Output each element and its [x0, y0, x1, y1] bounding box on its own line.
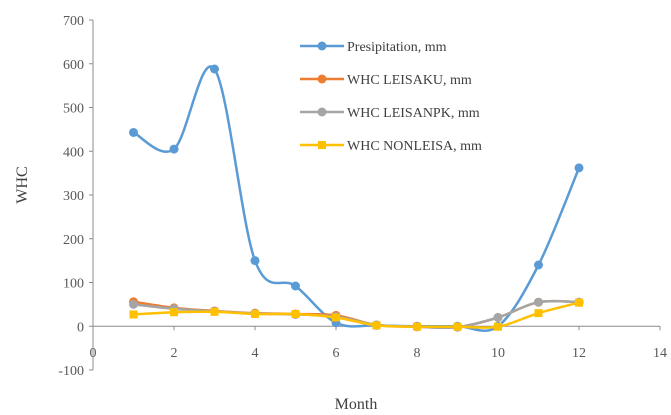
data-point	[494, 322, 502, 331]
data-point	[574, 163, 584, 173]
data-point	[453, 322, 462, 331]
y-tick-label: 500	[63, 102, 84, 117]
data-point	[534, 260, 543, 270]
legend-label: Presipitation, mm	[347, 40, 447, 55]
axes: -100 0 100 200 300 400 500 600 700 0 2 4 6 8 10 12 14	[58, 14, 667, 379]
legend-label: WHC NONLEISA, mm	[347, 139, 482, 154]
x-tick-label: 6	[333, 346, 340, 361]
data-point	[372, 321, 381, 330]
legend-label: WHC LEISAKU, mm	[347, 73, 472, 88]
series-group	[129, 64, 584, 332]
legend-label: WHC LEISANPK, mm	[347, 106, 480, 121]
y-tick-label: 0	[77, 320, 84, 335]
series-1	[129, 64, 584, 332]
y-tick-label: 200	[63, 233, 84, 248]
data-point	[210, 307, 219, 316]
data-point	[493, 313, 503, 322]
y-axis-title: WHC	[14, 166, 31, 203]
data-point	[251, 310, 259, 318]
y-tick-label: -100	[58, 364, 84, 379]
legend-item-1: Presipitation, mm	[300, 40, 447, 55]
series-4	[129, 298, 583, 331]
legend-swatch-marker	[318, 141, 326, 149]
data-point	[534, 297, 543, 307]
data-point	[210, 64, 219, 74]
x-tick-label: 10	[491, 346, 505, 361]
series-line	[133, 301, 580, 329]
y-tick-label: 600	[63, 58, 84, 73]
data-point	[129, 299, 138, 309]
y-tick-label: 100	[63, 277, 84, 292]
data-point	[170, 308, 178, 317]
y-tick-label: 400	[63, 145, 84, 160]
legend-swatch-marker	[317, 107, 327, 117]
legend-item-3: WHC LEISANPK, mm	[300, 106, 480, 121]
legend-item-4: WHC NONLEISA, mm	[300, 139, 482, 154]
x-axis-title: Month	[335, 396, 378, 413]
y-tick-label: 700	[63, 14, 84, 29]
legend: Presipitation, mm WHC LEISAKU, mm WHC LEIS…	[300, 40, 482, 154]
x-tick-label: 0	[90, 346, 97, 361]
data-point	[534, 309, 543, 318]
x-tick-label: 2	[171, 346, 178, 361]
y-tick-label: 300	[63, 189, 84, 204]
data-point	[129, 127, 138, 137]
data-point	[250, 256, 260, 266]
data-point	[291, 281, 300, 291]
data-point	[291, 310, 300, 318]
x-tick-label: 4	[252, 346, 259, 361]
data-point	[332, 313, 340, 322]
legend-item-2: WHC LEISAKU, mm	[300, 73, 472, 88]
legend-swatch-marker	[317, 41, 327, 51]
data-point	[575, 298, 583, 307]
legend-swatch-marker	[317, 74, 327, 84]
data-point	[413, 322, 421, 331]
x-tick-label: 14	[653, 346, 667, 361]
data-point	[169, 144, 179, 154]
data-point	[129, 310, 138, 319]
x-tick-label: 12	[572, 346, 586, 361]
x-tick-label: 8	[414, 346, 421, 361]
